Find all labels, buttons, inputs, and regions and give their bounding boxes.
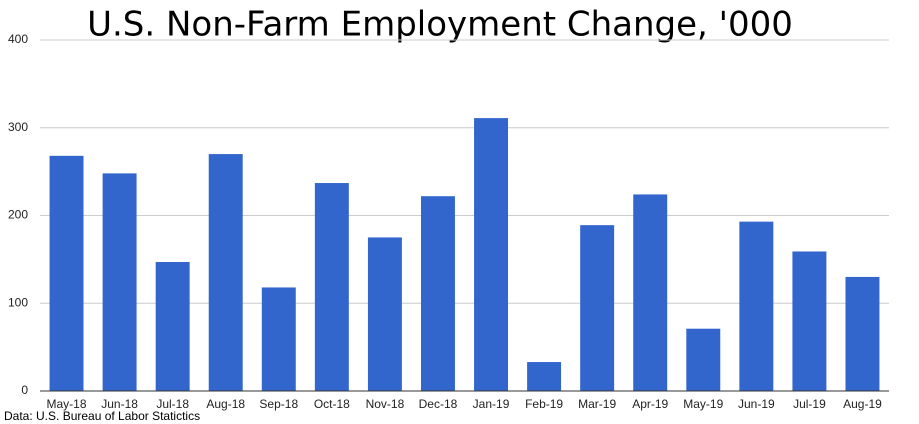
source-note: Data: U.S. Bureau of Labor Statictics (4, 409, 200, 423)
bar (580, 225, 615, 391)
x-tick-label: Nov-18 (366, 397, 405, 411)
bar (367, 237, 402, 391)
y-tick-label: 0 (21, 383, 28, 397)
bar (314, 183, 349, 391)
x-tick-label: Jan-19 (473, 397, 510, 411)
x-tick-label: Jul-19 (793, 397, 826, 411)
x-tick-label: Jul-18 (156, 397, 189, 411)
y-tick-label: 300 (8, 120, 28, 134)
bar (792, 251, 827, 391)
bar (208, 154, 243, 391)
bar (49, 155, 84, 391)
bar (527, 362, 562, 391)
x-tick-label: Apr-19 (632, 397, 668, 411)
x-tick-label: May-18 (47, 397, 87, 411)
y-tick-label: 400 (8, 32, 28, 46)
y-tick-label: 100 (8, 295, 28, 309)
bar (155, 262, 190, 391)
bar (420, 196, 455, 391)
x-tick-label: May-19 (683, 397, 723, 411)
x-tick-label: Aug-19 (843, 397, 882, 411)
x-tick-label: Mar-19 (578, 397, 616, 411)
bar (686, 328, 721, 391)
x-tick-label: Dec-18 (419, 397, 458, 411)
bar (845, 276, 880, 391)
x-tick-label: Jun-18 (101, 397, 138, 411)
bar (739, 221, 774, 391)
bar (261, 287, 296, 391)
x-tick-label: Feb-19 (525, 397, 563, 411)
x-tick-label: Jun-19 (738, 397, 775, 411)
y-tick-label: 200 (8, 208, 28, 222)
x-tick-label: Sep-18 (259, 397, 298, 411)
bar (474, 118, 509, 391)
x-tick-label: Oct-18 (314, 397, 350, 411)
bar (633, 194, 668, 391)
x-tick-label: Aug-18 (206, 397, 245, 411)
chart-title: U.S. Non-Farm Employment Change, '000 (87, 5, 793, 45)
bar (102, 173, 137, 391)
